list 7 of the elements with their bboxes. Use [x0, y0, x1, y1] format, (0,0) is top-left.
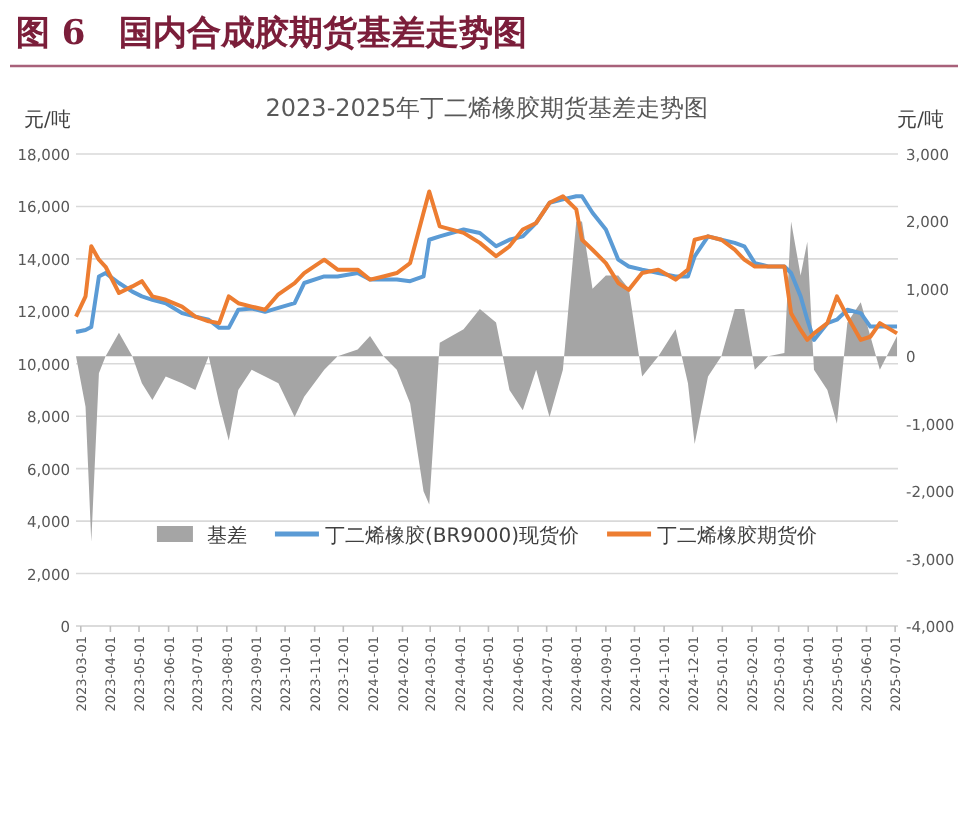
- y2-axis-title: 元/吨: [897, 108, 944, 132]
- y-axis-title: 元/吨: [24, 108, 71, 132]
- chart-subtitle: 2023-2025年丁二烯橡胶期货基差走势图: [265, 94, 709, 122]
- legend-label: 丁二烯橡胶(BR9000)现货价: [324, 524, 580, 548]
- legend-label: 丁二烯橡胶期货价: [657, 524, 818, 548]
- chart-title: 图 6 国内合成胶期货基差走势图: [16, 14, 528, 54]
- legend-label: 基差: [206, 524, 247, 548]
